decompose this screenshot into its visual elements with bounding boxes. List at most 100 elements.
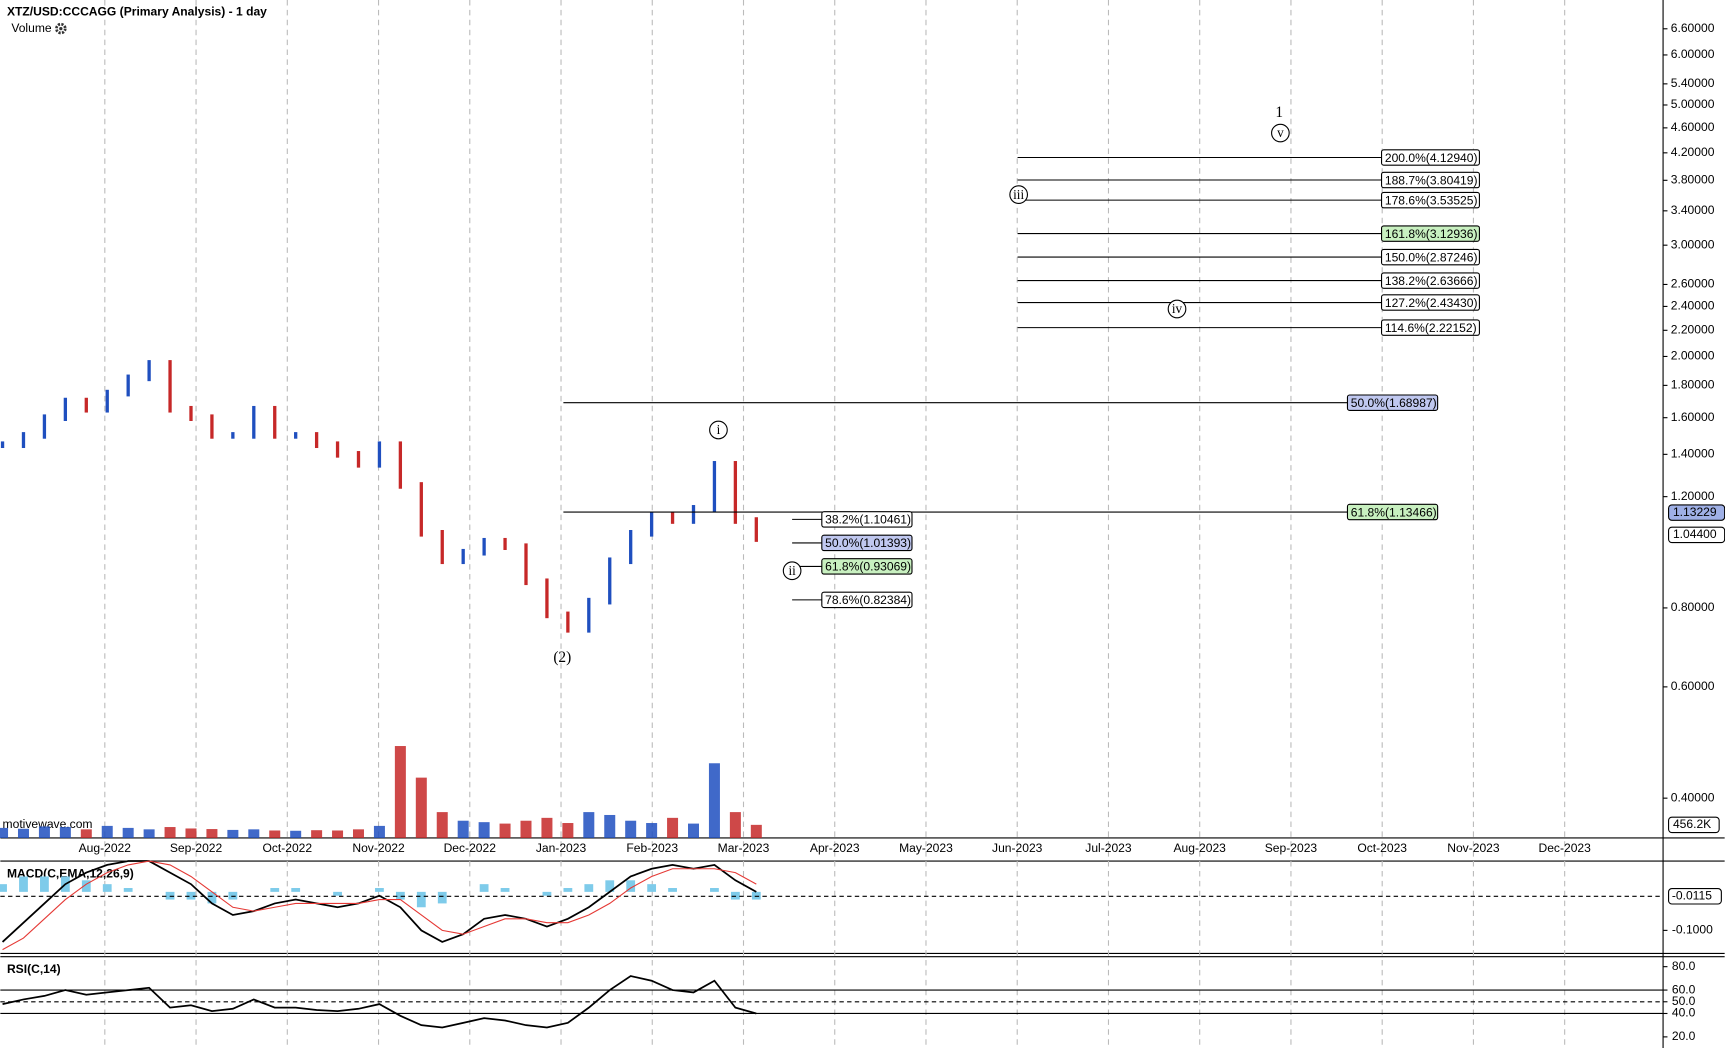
price-bar <box>419 482 423 537</box>
x-tick-label: Aug-2023 <box>1174 841 1227 855</box>
y-tick-label: 6.00000 <box>1671 47 1715 61</box>
price-bar <box>63 397 68 421</box>
fib-label: 50.0%(1.68987) <box>1351 396 1437 410</box>
volume-bar <box>0 827 9 838</box>
fib-label-box <box>821 591 913 609</box>
fib-label-box <box>1381 272 1480 289</box>
volume-bar <box>729 812 741 838</box>
fib-label: 150.0%(2.87246) <box>1385 250 1478 264</box>
y-tick-label: 0.80000 <box>1671 600 1715 614</box>
x-tick-label: Mar-2023 <box>718 841 770 855</box>
histogram-bar <box>375 888 384 892</box>
price-bar <box>42 414 47 439</box>
price-bar <box>356 451 361 468</box>
histogram-bar <box>102 884 112 892</box>
volume-bar <box>394 746 406 838</box>
histogram-bar <box>81 880 91 892</box>
wave-circle <box>709 420 728 440</box>
fib-label-box <box>1381 225 1480 242</box>
volume-bar <box>478 822 490 838</box>
y-tick-label: 3.00000 <box>1671 237 1715 251</box>
volume-bar <box>311 830 323 838</box>
y-tick-label: 0.40000 <box>1671 790 1715 804</box>
price-bar <box>168 360 172 413</box>
y-tick-label: 80.0 <box>1672 959 1696 973</box>
histogram-bar <box>542 891 552 896</box>
histogram-bar <box>19 876 28 892</box>
wave-label: ii <box>788 563 796 578</box>
histogram-bar <box>584 884 594 892</box>
fib-label: 114.6%(2.22152) <box>1385 321 1477 335</box>
y-tick-label: 3.40000 <box>1671 203 1715 217</box>
price-bar <box>147 360 151 382</box>
histogram-bar <box>207 891 217 904</box>
x-tick-label: Jul-2023 <box>1085 841 1132 855</box>
histogram-bar <box>479 884 489 892</box>
y-tick-label: 5.40000 <box>1671 76 1715 90</box>
x-tick-label: Dec-2023 <box>1538 841 1591 855</box>
histogram-bar <box>228 891 238 900</box>
fib-label-box <box>1381 248 1480 266</box>
y-tick-label: 1.60000 <box>1671 410 1715 424</box>
fib-label: 78.6%(0.82384) <box>825 593 911 607</box>
price-bar <box>105 389 109 413</box>
price-bar <box>231 432 235 439</box>
y-tick-label: -0.1000 <box>1672 923 1713 937</box>
price-bar <box>566 611 570 633</box>
price-bar <box>210 414 214 439</box>
histogram-bar <box>563 888 573 892</box>
histogram-bar <box>395 891 405 900</box>
price-bar <box>608 557 612 605</box>
histogram-bar <box>710 888 719 892</box>
price-bar <box>0 441 5 449</box>
fib-label: 50.0%(1.01393) <box>825 536 911 550</box>
histogram-bar <box>730 891 740 900</box>
y-tick-label: 5.00000 <box>1671 97 1715 111</box>
price-bar <box>398 441 403 489</box>
histogram-bar <box>291 888 301 892</box>
histogram-bar <box>123 888 133 892</box>
volume-bar <box>80 829 92 838</box>
y-tick-label: 0.60000 <box>1671 679 1715 693</box>
x-tick-label: Jun-2023 <box>992 841 1043 855</box>
volume-bar <box>269 830 281 838</box>
price-marker-label: 1.04400 <box>1673 527 1717 541</box>
fib-label-box <box>1381 294 1480 311</box>
histogram-bar <box>0 884 7 892</box>
x-tick-label: Aug-2022 <box>79 841 132 855</box>
volume-bar <box>625 820 637 838</box>
settings-icon[interactable] <box>55 22 67 35</box>
volume-bar <box>248 829 260 838</box>
price-bar <box>691 505 696 524</box>
volume-marker-label: 456.2K <box>1673 817 1711 831</box>
fib-label: 188.7%(3.80419) <box>1385 173 1478 187</box>
histogram-bar <box>270 888 280 892</box>
chart-title: XTZ/USD:CCCAGG (Primary Analysis) - 1 da… <box>7 4 267 18</box>
x-tick-label: Nov-2023 <box>1447 841 1500 855</box>
wave-label: (2) <box>553 649 571 666</box>
volume-bar <box>457 820 469 838</box>
price-marker-label: 1.13229 <box>1673 505 1717 519</box>
y-tick-label: 2.20000 <box>1671 322 1715 336</box>
wave-label: 1 <box>1275 104 1283 121</box>
fib-label-box <box>1346 503 1439 521</box>
wave-label: iii <box>1013 187 1024 202</box>
fib-label-box <box>1381 191 1480 209</box>
price-bar <box>670 512 675 524</box>
price-bar <box>314 432 319 449</box>
price-bar <box>189 405 193 421</box>
volume-legend[interactable]: Volume <box>11 21 52 35</box>
price-bar <box>126 374 130 397</box>
y-tick-label: 2.40000 <box>1671 299 1715 313</box>
volume-bar <box>708 763 720 838</box>
fib-label-box <box>821 558 913 575</box>
price-bar <box>629 529 633 565</box>
y-tick-label: 20.0 <box>1672 1029 1696 1043</box>
wave-label: iv <box>1172 301 1183 316</box>
volume-bar <box>185 828 197 838</box>
histogram-bar <box>751 891 761 900</box>
price-bar <box>377 441 382 468</box>
histogram-bar <box>500 888 510 892</box>
